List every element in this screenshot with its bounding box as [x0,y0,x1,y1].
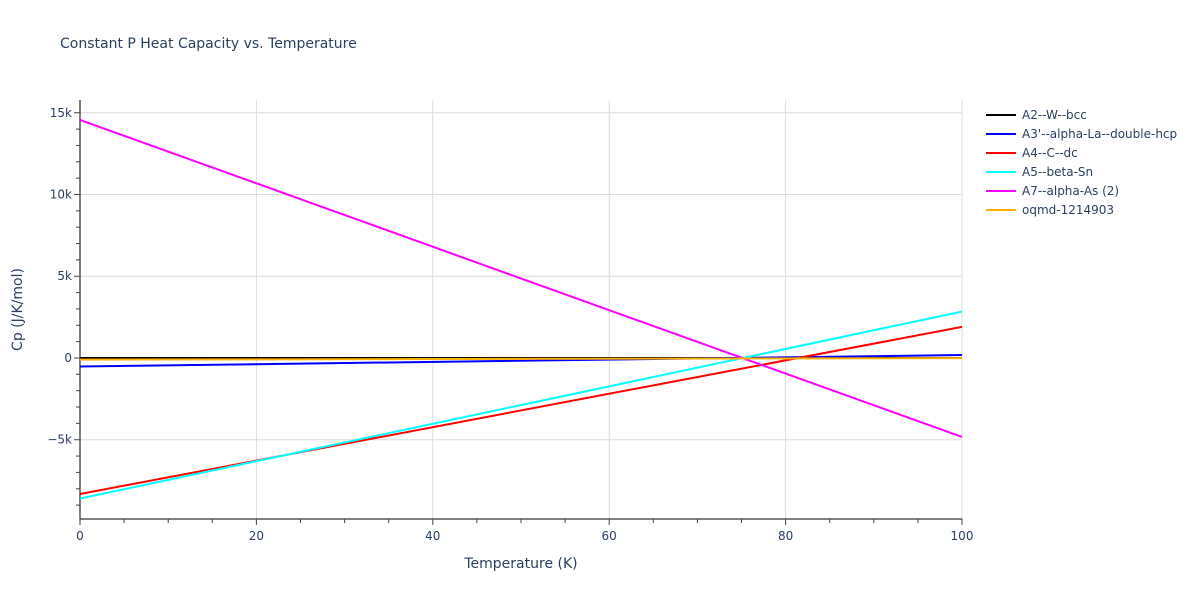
x-tick-label: 60 [602,529,617,543]
y-tick-label: 10k [50,187,72,201]
legend-swatch-icon [986,113,1016,116]
legend-label: oqmd-1214903 [1022,202,1115,217]
legend-item[interactable]: A2--W--bcc [986,105,1177,124]
legend-label: A4--C--dc [1022,145,1078,160]
legend-label: A3'--alpha-La--double-hcp [1022,126,1178,141]
series-line[interactable] [80,325,962,495]
legend-label: A7--alpha-As (2) [1022,183,1120,198]
y-tick-label: −5k [47,433,72,447]
series-line[interactable] [80,357,962,361]
legend-item[interactable]: A7--alpha-As (2) [986,181,1177,200]
y-tick-label: 0 [64,351,72,365]
legend-item[interactable]: A4--C--dc [986,143,1177,162]
chart-title: Constant P Heat Capacity vs. Temperature [60,36,357,52]
x-tick-label: 100 [951,529,974,543]
x-tick-label: 40 [425,529,440,543]
legend-swatch-icon [986,151,1016,154]
legend-swatch-icon [986,132,1016,135]
legend-item[interactable]: A5--beta-Sn [986,162,1177,181]
legend-label: A5--beta-Sn [1022,164,1094,179]
series-line[interactable] [80,119,962,438]
x-tick-label: 20 [249,529,264,543]
x-tick-label: 0 [76,529,84,543]
y-tick-label: 15k [50,106,72,120]
series-line[interactable] [80,354,962,368]
series-line[interactable] [80,310,962,500]
y-tick-label: 5k [57,269,72,283]
legend-label: A2--W--bcc [1022,107,1087,122]
legend-item[interactable]: A3'--alpha-La--double-hcp [986,124,1177,143]
x-axis-label: Temperature (K) [463,556,577,572]
y-axis-label: Cp (J/K/mol) [10,268,26,351]
legend-swatch-icon [986,189,1016,192]
legend-item[interactable]: oqmd-1214903 [986,200,1177,219]
legend-swatch-icon [986,170,1016,173]
x-tick-label: 80 [778,529,793,543]
legend-swatch-icon [986,208,1016,211]
chart-legend: A2--W--bcc A3'--alpha-La--double-hcp A4--C… [986,105,1177,219]
